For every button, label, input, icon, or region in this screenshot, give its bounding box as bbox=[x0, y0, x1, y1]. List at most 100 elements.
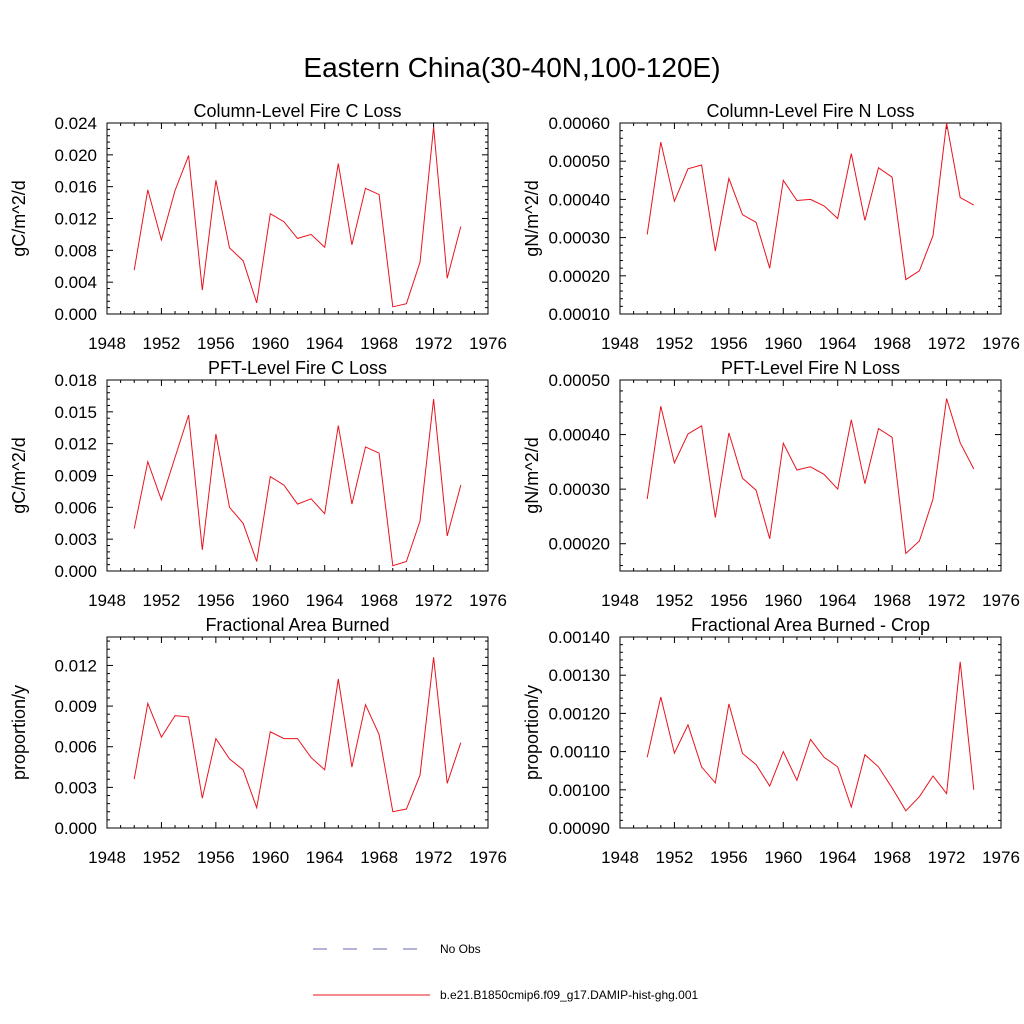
y-tick-label: 0.00130 bbox=[549, 666, 610, 685]
x-tick-label: 1948 bbox=[601, 591, 639, 610]
x-tick-label: 1964 bbox=[819, 591, 857, 610]
x-tick-label: 1968 bbox=[360, 591, 398, 610]
y-tick-label: 0.012 bbox=[54, 210, 97, 229]
panels: Column-Level Fire C Loss gC/m^2/d 1948 1952… bbox=[9, 101, 1020, 867]
x-tick-label: 1952 bbox=[656, 334, 694, 353]
y-tick-label: 0.00110 bbox=[550, 743, 610, 762]
panel-title: Fractional Area Burned bbox=[205, 615, 389, 635]
x-tick-label: 1972 bbox=[928, 334, 966, 353]
x-tick-label: 1956 bbox=[197, 334, 235, 353]
y-tick-label: 0.00140 bbox=[549, 628, 610, 647]
plot-frame bbox=[619, 379, 1002, 572]
series-line bbox=[646, 398, 975, 555]
y-tick-label: 0.00040 bbox=[549, 426, 610, 445]
panel-4: PFT-Level Fire N Loss gN/m^2/d 1948 1952 195… bbox=[522, 358, 1020, 610]
y-tick-label: 0.006 bbox=[54, 738, 97, 757]
x-tick-label: 1976 bbox=[982, 591, 1020, 610]
y-tick-label: 0.000 bbox=[54, 305, 97, 324]
y-axis-label: gN/m^2/d bbox=[522, 180, 542, 256]
y-tick-label: 0.020 bbox=[54, 146, 97, 165]
x-tick-label: 1964 bbox=[306, 848, 344, 867]
x-tick-label: 1968 bbox=[873, 848, 911, 867]
plot-frame bbox=[619, 122, 1002, 315]
x-tick-label: 1972 bbox=[415, 334, 453, 353]
y-tick-label: 0.012 bbox=[54, 435, 97, 454]
series-line bbox=[133, 126, 462, 308]
y-tick-label: 0.018 bbox=[54, 371, 97, 390]
y-axis-label: gN/m^2/d bbox=[522, 437, 542, 513]
x-tick-label: 1956 bbox=[197, 591, 235, 610]
panel-3: PFT-Level Fire C Loss gC/m^2/d 1948 1952 195… bbox=[9, 358, 507, 610]
y-tick-label: 0.006 bbox=[54, 498, 97, 517]
y-tick-label: 0.009 bbox=[54, 467, 97, 486]
y-tick-label: 0.003 bbox=[54, 778, 97, 797]
y-tick-label: 0.00090 bbox=[549, 819, 610, 838]
x-tick-label: 1968 bbox=[873, 591, 911, 610]
panel-title: Column-Level Fire C Loss bbox=[193, 101, 401, 121]
y-tick-label: 0.00050 bbox=[549, 152, 610, 171]
y-tick-label: 0.00010 bbox=[549, 305, 610, 324]
y-axis-label: proportion/y bbox=[9, 685, 29, 780]
series-line bbox=[646, 661, 975, 812]
plot-frame bbox=[106, 379, 489, 572]
y-tick-label: 0.000 bbox=[54, 562, 97, 581]
x-tick-label: 1972 bbox=[928, 848, 966, 867]
y-tick-label: 0.00100 bbox=[549, 781, 610, 800]
legend-label-model: b.e21.B1850cmip6.f09_g17.DAMIP-hist-ghg.… bbox=[440, 988, 698, 1002]
y-tick-label: 0.015 bbox=[54, 403, 97, 422]
y-tick-label: 0.004 bbox=[54, 273, 97, 292]
y-tick-label: 0.00040 bbox=[549, 190, 610, 209]
series-line bbox=[133, 657, 462, 813]
x-tick-label: 1956 bbox=[710, 848, 748, 867]
x-tick-label: 1948 bbox=[601, 848, 639, 867]
x-tick-label: 1968 bbox=[873, 334, 911, 353]
x-tick-label: 1960 bbox=[764, 334, 802, 353]
legend: No Obs b.e21.B1850cmip6.f09_g17.DAMIP-hi… bbox=[313, 942, 698, 1002]
y-tick-label: 0.00020 bbox=[549, 535, 610, 554]
panel-2: Column-Level Fire N Loss gN/m^2/d 1948 1952… bbox=[522, 101, 1020, 353]
x-tick-label: 1964 bbox=[306, 591, 344, 610]
x-tick-label: 1956 bbox=[197, 848, 235, 867]
plot-frame bbox=[619, 636, 1002, 829]
y-tick-label: 0.009 bbox=[54, 697, 97, 716]
x-tick-label: 1964 bbox=[819, 334, 857, 353]
y-tick-label: 0.00020 bbox=[549, 267, 610, 286]
x-tick-label: 1976 bbox=[469, 334, 507, 353]
panel-title: PFT-Level Fire C Loss bbox=[208, 358, 387, 378]
x-tick-label: 1964 bbox=[306, 334, 344, 353]
x-tick-label: 1952 bbox=[656, 591, 694, 610]
x-tick-label: 1960 bbox=[251, 591, 289, 610]
x-tick-label: 1960 bbox=[764, 591, 802, 610]
panel-1: Column-Level Fire C Loss gC/m^2/d 1948 1952… bbox=[9, 101, 507, 353]
panel-6: Fractional Area Burned - Crop proportion/… bbox=[522, 615, 1020, 867]
y-axis-label: gC/m^2/d bbox=[9, 437, 29, 513]
x-tick-label: 1952 bbox=[143, 591, 181, 610]
x-tick-label: 1976 bbox=[982, 334, 1020, 353]
legend-label-no-obs: No Obs bbox=[440, 942, 481, 956]
figure-title: Eastern China(30-40N,100-120E) bbox=[303, 52, 720, 83]
y-tick-label: 0.00030 bbox=[549, 229, 610, 248]
panel-title: PFT-Level Fire N Loss bbox=[721, 358, 900, 378]
y-tick-label: 0.016 bbox=[54, 178, 97, 197]
x-tick-label: 1952 bbox=[143, 848, 181, 867]
y-tick-label: 0.00060 bbox=[549, 114, 610, 133]
x-tick-label: 1968 bbox=[360, 848, 398, 867]
panel-title: Fractional Area Burned - Crop bbox=[691, 615, 930, 635]
y-tick-label: 0.003 bbox=[54, 530, 97, 549]
panel-5: Fractional Area Burned proportion/y 1948 19… bbox=[9, 615, 507, 867]
x-tick-label: 1976 bbox=[469, 848, 507, 867]
x-tick-label: 1972 bbox=[415, 591, 453, 610]
x-tick-label: 1952 bbox=[143, 334, 181, 353]
x-tick-label: 1948 bbox=[88, 848, 126, 867]
y-tick-label: 0.012 bbox=[54, 656, 97, 675]
x-tick-label: 1956 bbox=[710, 334, 748, 353]
y-axis-label: proportion/y bbox=[522, 685, 542, 780]
x-tick-label: 1976 bbox=[982, 848, 1020, 867]
x-tick-label: 1972 bbox=[415, 848, 453, 867]
y-tick-label: 0.00120 bbox=[549, 704, 610, 723]
y-tick-label: 0.008 bbox=[54, 241, 97, 260]
x-tick-label: 1968 bbox=[360, 334, 398, 353]
x-tick-label: 1960 bbox=[251, 848, 289, 867]
series-line bbox=[133, 399, 462, 567]
